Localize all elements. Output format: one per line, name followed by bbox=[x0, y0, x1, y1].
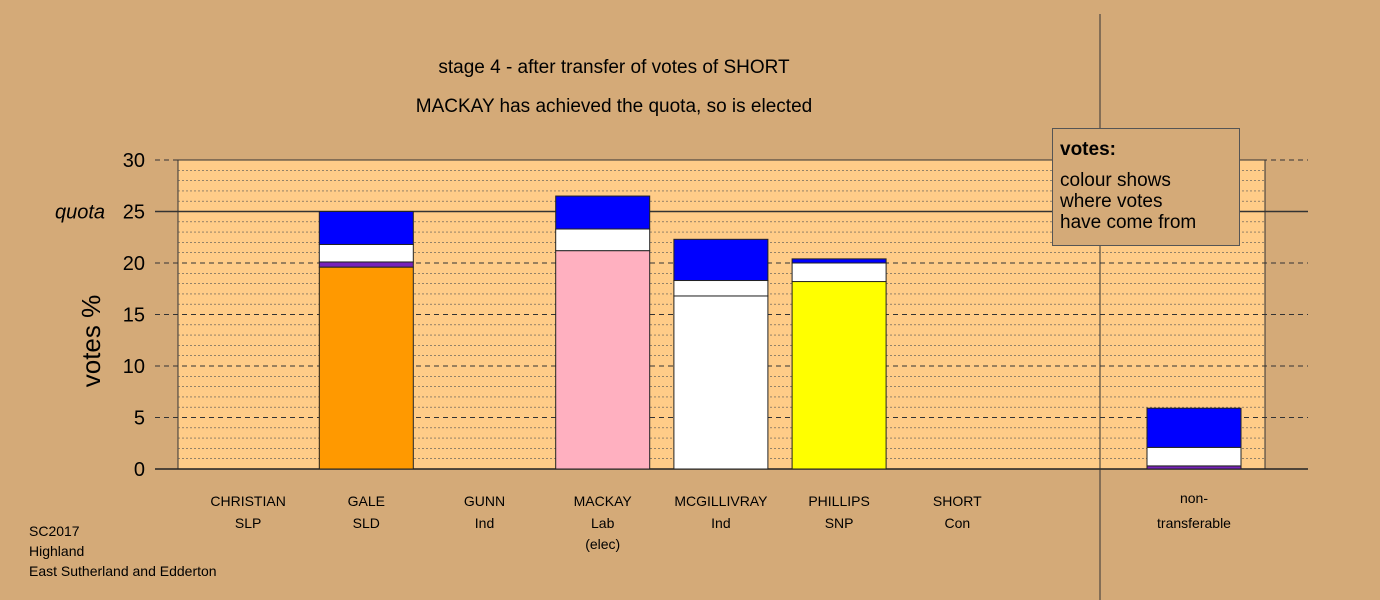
bars bbox=[318, 195, 1242, 470]
phillips-bar-segment bbox=[791, 262, 887, 283]
candidate-party-phillips: SNP bbox=[825, 515, 854, 531]
phillips-bar-segment bbox=[791, 258, 887, 264]
footer-caption: SC2017 Highland East Sutherland and Edde… bbox=[29, 521, 217, 581]
mackay-bar-segment bbox=[555, 195, 651, 230]
candidate-name-short: SHORT bbox=[933, 493, 982, 509]
candidate-name-mcgillivray: MCGILLIVRAY bbox=[674, 493, 768, 509]
gale-bar-segment bbox=[318, 261, 414, 268]
mcgillivray-bar-segment bbox=[673, 238, 769, 282]
chart-title: stage 4 - after transfer of votes of SHO… bbox=[438, 57, 790, 78]
footer-line-ward: East Sutherland and Edderton bbox=[29, 563, 217, 579]
candidate-name-gale: GALE bbox=[348, 493, 385, 509]
mackay-bar-segment bbox=[555, 228, 651, 252]
candidate-party-gunn: Ind bbox=[475, 515, 494, 531]
legend-line-1: colour shows bbox=[1060, 170, 1171, 191]
quota-label: quota bbox=[55, 202, 105, 224]
candidate-party-mackay: Lab bbox=[591, 515, 615, 531]
y-tick-label: 0 bbox=[134, 459, 145, 481]
candidate-party-short: Con bbox=[944, 515, 970, 531]
mackay-bar-segment bbox=[555, 250, 651, 470]
nontransferable-label-1: non- bbox=[1180, 490, 1208, 506]
mcgillivray-bar-segment bbox=[673, 280, 769, 297]
y-tick-label: 20 bbox=[123, 253, 145, 275]
candidate-note-mackay: (elec) bbox=[585, 536, 620, 552]
y-ticks: 0 5 10 15 20 25 30 bbox=[123, 150, 145, 481]
y-tick-label: 30 bbox=[123, 150, 145, 172]
candidate-party-christian: SLP bbox=[235, 515, 261, 531]
nontransferable-label-2: transferable bbox=[1157, 515, 1231, 531]
candidate-party-mcgillivray: Ind bbox=[711, 515, 730, 531]
legend-line-2: where votes bbox=[1060, 191, 1163, 212]
candidate-name-mackay: MACKAY bbox=[574, 493, 633, 509]
gale-bar-segment bbox=[318, 243, 414, 263]
candidate-name-gunn: GUNN bbox=[464, 493, 505, 509]
footer-line-region: Highland bbox=[29, 543, 85, 559]
legend-line-3: have come from bbox=[1060, 212, 1197, 233]
candidate-party-gale: SLD bbox=[353, 515, 380, 531]
candidate-name-christian: CHRISTIAN bbox=[210, 493, 285, 509]
y-tick-label: 5 bbox=[134, 408, 145, 430]
candidate-name-phillips: PHILLIPS bbox=[808, 493, 869, 509]
x-labels: CHRISTIAN SLP GALE SLD GUNN Ind MACKAY Lab (elec… bbox=[210, 490, 1231, 552]
gale-bar-segment bbox=[318, 211, 414, 245]
legend-box: votes: colour shows where votes have com… bbox=[1052, 128, 1240, 246]
y-tick-label: 10 bbox=[123, 356, 145, 378]
gale-bar-segment bbox=[318, 266, 414, 470]
chart-subtitle: MACKAY has achieved the quota, so is ele… bbox=[416, 96, 812, 117]
y-tick-label: 25 bbox=[123, 202, 145, 224]
phillips-bar-segment bbox=[791, 281, 887, 470]
y-axis-label: votes % bbox=[76, 295, 106, 388]
y-tick-label: 15 bbox=[123, 305, 145, 327]
mcgillivray-bar-segment bbox=[673, 295, 769, 470]
legend-title: votes: bbox=[1060, 139, 1116, 160]
footer-line-election: SC2017 bbox=[29, 523, 80, 539]
nontransferable-bar-segment bbox=[1146, 446, 1242, 467]
nontransferable-bar-segment bbox=[1146, 407, 1242, 448]
